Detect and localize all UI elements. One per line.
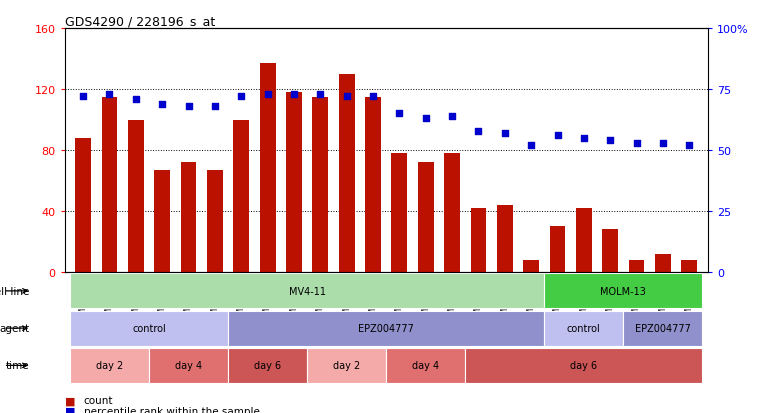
Text: day 2: day 2 [96, 361, 123, 370]
Bar [444, 154, 460, 273]
Bar [70, 274, 544, 309]
Point [288, 91, 300, 98]
Bar [465, 348, 702, 383]
Point [77, 94, 89, 100]
Text: MV4-11: MV4-11 [288, 286, 326, 296]
Bar [75, 139, 91, 273]
Point [552, 133, 564, 140]
Bar [386, 348, 465, 383]
Point [419, 116, 431, 122]
Text: count: count [84, 395, 113, 405]
Point [578, 135, 590, 142]
Point [314, 91, 326, 98]
Bar [70, 311, 228, 346]
Text: day 6: day 6 [570, 361, 597, 370]
Bar [391, 154, 407, 273]
Bar [339, 75, 355, 273]
Point [393, 111, 406, 117]
Text: day 2: day 2 [333, 361, 360, 370]
Bar [418, 163, 434, 273]
Text: day 6: day 6 [254, 361, 281, 370]
Bar [149, 348, 228, 383]
Text: ■: ■ [65, 406, 75, 413]
Point [262, 91, 274, 98]
Bar [313, 97, 328, 273]
Bar [544, 274, 702, 309]
Text: percentile rank within the sample: percentile rank within the sample [84, 406, 260, 413]
Point [103, 91, 116, 98]
Point [657, 140, 669, 147]
Bar [286, 93, 302, 273]
Point [604, 138, 616, 144]
Bar [681, 261, 697, 273]
Text: day 4: day 4 [412, 361, 439, 370]
Bar [228, 311, 544, 346]
Point [367, 94, 379, 100]
Text: control: control [132, 323, 166, 333]
Bar [101, 97, 117, 273]
Text: control: control [567, 323, 600, 333]
Bar [576, 209, 592, 273]
Text: EPZ004777: EPZ004777 [358, 323, 414, 333]
Point [630, 140, 642, 147]
Bar [524, 261, 539, 273]
Point [525, 142, 537, 149]
Bar [623, 311, 702, 346]
Text: MOLM-13: MOLM-13 [600, 286, 646, 296]
Point [341, 94, 353, 100]
Point [156, 101, 168, 108]
Bar [629, 261, 645, 273]
Point [473, 128, 485, 135]
Bar [365, 97, 381, 273]
Point [183, 104, 195, 110]
Text: day 4: day 4 [175, 361, 202, 370]
Point [130, 96, 142, 103]
Point [235, 94, 247, 100]
Bar [207, 171, 223, 273]
Point [446, 113, 458, 120]
Bar [70, 348, 149, 383]
Bar [154, 171, 170, 273]
Point [498, 131, 511, 137]
Bar [234, 120, 249, 273]
Point [683, 142, 696, 149]
Text: ■: ■ [65, 395, 75, 405]
Text: time: time [5, 361, 30, 370]
Bar [470, 209, 486, 273]
Bar [549, 227, 565, 273]
Bar [544, 311, 623, 346]
Bar [655, 254, 671, 273]
Bar [602, 230, 618, 273]
Bar [128, 120, 144, 273]
Point [209, 104, 221, 110]
Bar [260, 64, 275, 273]
Bar [180, 163, 196, 273]
Bar [307, 348, 386, 383]
Bar [497, 206, 513, 273]
Text: EPZ004777: EPZ004777 [635, 323, 691, 333]
Text: cell line: cell line [0, 286, 30, 296]
Text: agent: agent [0, 323, 30, 333]
Bar [228, 348, 307, 383]
Text: GDS4290 / 228196_s_at: GDS4290 / 228196_s_at [65, 15, 215, 28]
